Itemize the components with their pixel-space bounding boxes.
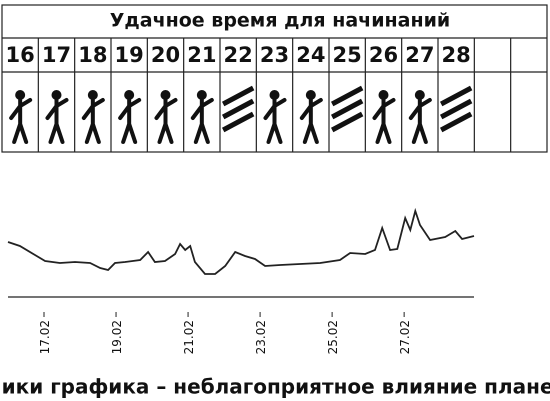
stripe-icon [439, 85, 473, 107]
table-border [1, 4, 548, 153]
figure-head [160, 90, 171, 100]
x-tick-label: 21.02 [182, 320, 196, 354]
calendar-title: Удачное время для начинаний [110, 10, 450, 32]
day-number: 26 [369, 43, 398, 67]
chart-caption: Пики графика – неблагоприятное влияние п… [0, 375, 550, 399]
day-number: 22 [224, 43, 253, 67]
day-number: 24 [296, 43, 325, 67]
figure-body [9, 98, 33, 144]
day-number: 16 [6, 43, 35, 67]
day-number: 23 [260, 43, 289, 67]
data-line [7, 207, 475, 275]
stripe-icon [221, 98, 255, 120]
figure-body [263, 98, 287, 144]
figure-body [190, 98, 214, 144]
x-tick-label: 17.02 [38, 320, 52, 354]
figure-body [408, 98, 432, 144]
stripe-icon [439, 98, 473, 120]
figure-body [81, 98, 105, 144]
stripe-icon [439, 111, 473, 133]
x-tick-label: 19.02 [110, 320, 124, 354]
figure-head [414, 90, 425, 100]
figure-head [124, 90, 135, 100]
figure-head [305, 90, 316, 100]
x-tick-label: 27.02 [398, 320, 412, 354]
stripe-icon [221, 85, 255, 107]
day-number: 21 [187, 43, 216, 67]
figure-head [15, 90, 26, 100]
figure-body [45, 98, 69, 144]
day-number: 20 [151, 43, 180, 67]
day-number: 25 [333, 43, 362, 67]
stripe-icon [330, 111, 364, 133]
day-number: 28 [442, 43, 471, 67]
day-number: 18 [78, 43, 107, 67]
stripe-icon [330, 98, 364, 120]
stripe-icon [330, 85, 364, 107]
figure-body [118, 98, 142, 144]
figure-head [269, 90, 280, 100]
figure-head [196, 90, 207, 100]
figure-head [51, 90, 62, 100]
figure-body [299, 98, 323, 144]
day-number: 19 [115, 43, 144, 67]
figure-body [154, 98, 178, 144]
figure-head [378, 90, 389, 100]
stripe-icon [221, 111, 255, 133]
figure-head [87, 90, 98, 100]
x-tick-label: 23.02 [254, 320, 268, 354]
x-tick-label: 25.02 [326, 320, 340, 354]
day-number: 17 [42, 43, 71, 67]
day-number: 27 [405, 43, 434, 67]
figure-body [372, 98, 396, 144]
